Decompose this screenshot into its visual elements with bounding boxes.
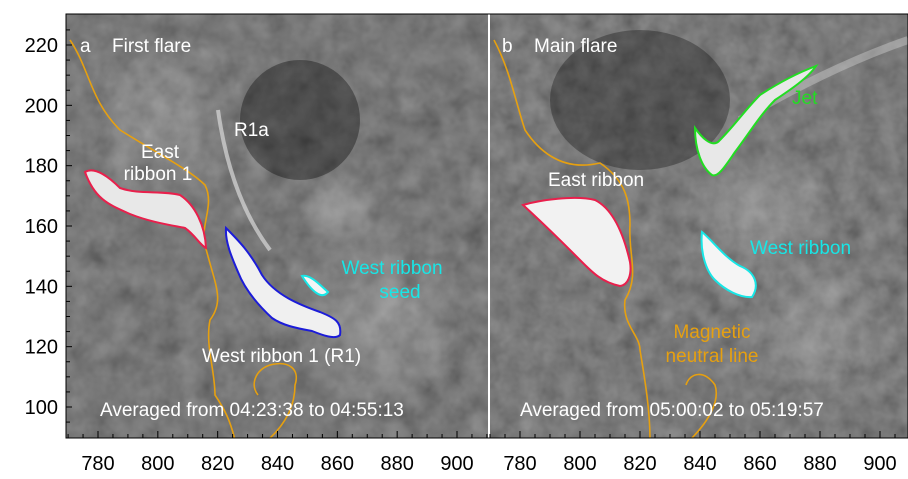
x-tick-label: 800 xyxy=(563,453,596,475)
dark-region xyxy=(240,60,360,180)
west-ribbon-label: West ribbon xyxy=(750,238,851,259)
panel-a-averaged-label: Averaged from 04:23:38 to 04:55:13 xyxy=(100,400,404,421)
x-tick-label: 860 xyxy=(321,453,354,475)
bright-region xyxy=(680,150,840,270)
y-tick-label: 200 xyxy=(25,95,58,117)
bright-region xyxy=(290,230,470,410)
neutral-line-label-line2: neutral line xyxy=(666,346,759,367)
bright-region xyxy=(80,30,240,210)
x-tick-label: 880 xyxy=(380,453,413,475)
west-ribbon-1-label: West ribbon 1 (R1) xyxy=(202,346,361,367)
x-tick-label: 780 xyxy=(81,453,114,475)
x-tick-label: 900 xyxy=(440,453,473,475)
panel-b: b Main flare Jet East ribbon West ribbon… xyxy=(490,14,908,438)
x-tick-label: 880 xyxy=(803,453,836,475)
x-tick-label: 780 xyxy=(503,453,536,475)
east-ribbon-1-contour xyxy=(83,169,208,250)
x-tick-label: 820 xyxy=(623,453,656,475)
y-axis: 100 120 140 160 180 200 220 xyxy=(25,29,72,423)
y-tick-label: 180 xyxy=(25,156,58,178)
east-ribbon-contour xyxy=(521,196,632,288)
panel-a: a First flare R1a East ribbon 1 West rib… xyxy=(66,14,488,438)
east-ribbon-1-label-line2: ribbon 1 xyxy=(124,164,193,185)
panel-b-averaged-label: Averaged from 05:00:02 to 05:19:57 xyxy=(520,400,824,421)
neutral-line xyxy=(253,363,297,438)
east-ribbon-1-label-line1: East xyxy=(141,142,180,163)
x-axis-panel-a: 780 800 820 840 860 880 900 xyxy=(67,431,488,475)
west-ribbon-contour xyxy=(700,230,757,299)
x-axis-panel-b: 780 800 820 840 860 880 900 xyxy=(489,431,897,475)
panel-a-letter: a xyxy=(80,36,91,57)
y-tick-label: 220 xyxy=(25,35,58,57)
west-ribbon-seed-label-line1: West ribbon xyxy=(341,258,442,279)
west-ribbon-seed-label-line2: seed xyxy=(379,282,420,303)
panel-b-letter: b xyxy=(502,36,513,57)
jet-label: Jet xyxy=(792,88,818,109)
x-tick-label: 840 xyxy=(261,453,294,475)
neutral-line xyxy=(493,39,651,438)
y-tick-label: 140 xyxy=(25,276,58,298)
west-ribbon-1-contour xyxy=(224,225,342,339)
x-tick-label: 860 xyxy=(743,453,776,475)
y-tick-label: 100 xyxy=(25,397,58,419)
bright-region xyxy=(300,170,380,250)
y-tick-label: 120 xyxy=(25,337,58,359)
panel-a-title: First flare xyxy=(112,36,191,57)
neutral-line xyxy=(685,373,717,438)
r1a-label: R1a xyxy=(234,120,269,141)
jet-contour xyxy=(693,63,819,177)
x-tick-label: 800 xyxy=(141,453,174,475)
east-ribbon-label: East ribbon xyxy=(548,170,644,191)
panel-b-title: Main flare xyxy=(534,36,617,57)
x-tick-label: 900 xyxy=(863,453,896,475)
x-tick-label: 840 xyxy=(683,453,716,475)
bright-region xyxy=(740,250,900,410)
dark-region xyxy=(550,30,730,170)
west-ribbon-seed-contour xyxy=(300,274,330,297)
y-tick-label: 160 xyxy=(25,216,58,238)
r1a-loop xyxy=(216,109,272,252)
x-tick-label: 820 xyxy=(201,453,234,475)
neutral-line-label-line1: Magnetic xyxy=(673,322,750,343)
